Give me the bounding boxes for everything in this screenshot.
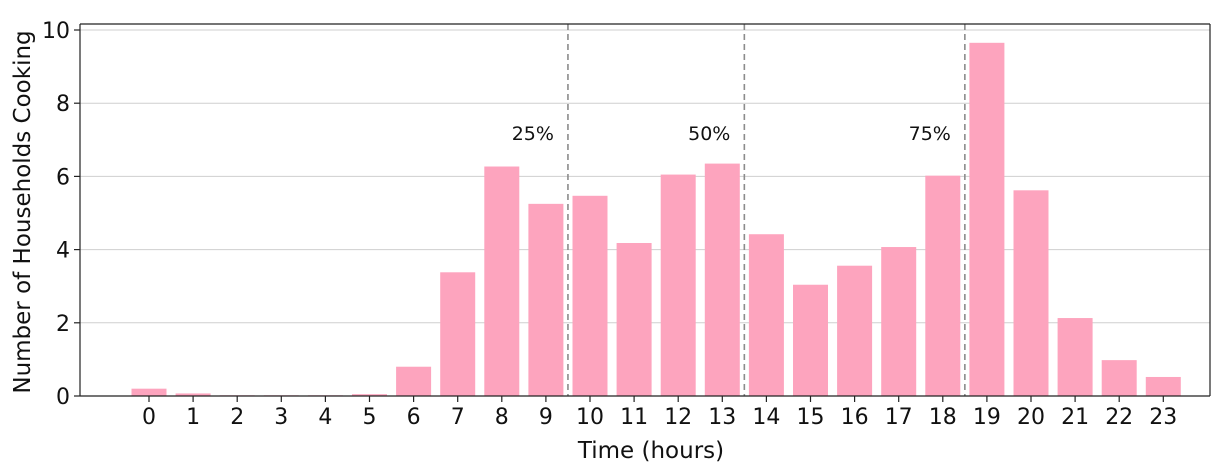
bar: [969, 42, 1005, 397]
x-tick-label: 2: [230, 405, 244, 430]
bar: [131, 388, 167, 396]
bar: [793, 284, 828, 396]
x-tick-label: 6: [407, 405, 421, 430]
x-tick-label: 11: [620, 405, 648, 430]
bar: [660, 174, 696, 396]
bar: [1057, 318, 1093, 396]
bar: [616, 243, 652, 396]
bar: [484, 166, 520, 396]
bar: [925, 175, 961, 396]
quartile-annotation: 75%: [909, 123, 951, 145]
bar: [1101, 360, 1137, 396]
y-tick-label: 2: [56, 312, 70, 337]
bar: [704, 163, 740, 396]
bar: [572, 195, 608, 396]
x-tick-label: 19: [973, 405, 1001, 430]
y-tick-label: 0: [56, 385, 70, 410]
y-axis-label: Number of Households Cooking: [10, 30, 36, 393]
bar: [352, 394, 387, 396]
x-tick-label: 0: [142, 405, 156, 430]
bars: [131, 42, 1181, 397]
bar: [1145, 376, 1181, 396]
x-tick-label: 22: [1105, 405, 1133, 430]
x-tick-label: 1: [186, 405, 200, 430]
bar: [881, 247, 917, 396]
x-tick-label: 18: [929, 405, 957, 430]
x-tick-label: 16: [841, 405, 869, 430]
x-tick-label: 17: [885, 405, 913, 430]
bar: [837, 265, 873, 396]
x-tick-label: 9: [539, 405, 553, 430]
bar: [528, 203, 564, 396]
x-tick-label: 8: [495, 405, 509, 430]
x-tick-label: 15: [797, 405, 825, 430]
y-tick-label: 10: [42, 19, 70, 44]
bar: [396, 366, 432, 396]
x-tick-label: 3: [274, 405, 288, 430]
x-axis-label: Time (hours): [577, 438, 724, 464]
bar: [175, 393, 211, 396]
bar: [440, 272, 476, 396]
y-tick-label: 8: [56, 92, 70, 117]
y-tick-label: 6: [56, 165, 70, 190]
x-tick-label: 13: [708, 405, 736, 430]
x-tick-label: 7: [451, 405, 465, 430]
x-tick-label: 5: [363, 405, 377, 430]
x-tick-label: 21: [1061, 405, 1089, 430]
x-tick-label: 20: [1017, 405, 1045, 430]
y-tick-label: 4: [56, 239, 70, 264]
bar: [748, 234, 784, 396]
quartile-annotation: 50%: [688, 123, 730, 145]
quartile-annotation: 25%: [512, 123, 554, 145]
x-tick-label: 14: [752, 405, 780, 430]
x-tick-label: 4: [318, 405, 332, 430]
x-tick-label: 23: [1149, 405, 1177, 430]
quartile-lines: 25% 50% 75%: [512, 24, 966, 396]
x-tick-label: 12: [664, 405, 692, 430]
x-tick-label: 10: [576, 405, 604, 430]
bar: [1013, 190, 1049, 396]
